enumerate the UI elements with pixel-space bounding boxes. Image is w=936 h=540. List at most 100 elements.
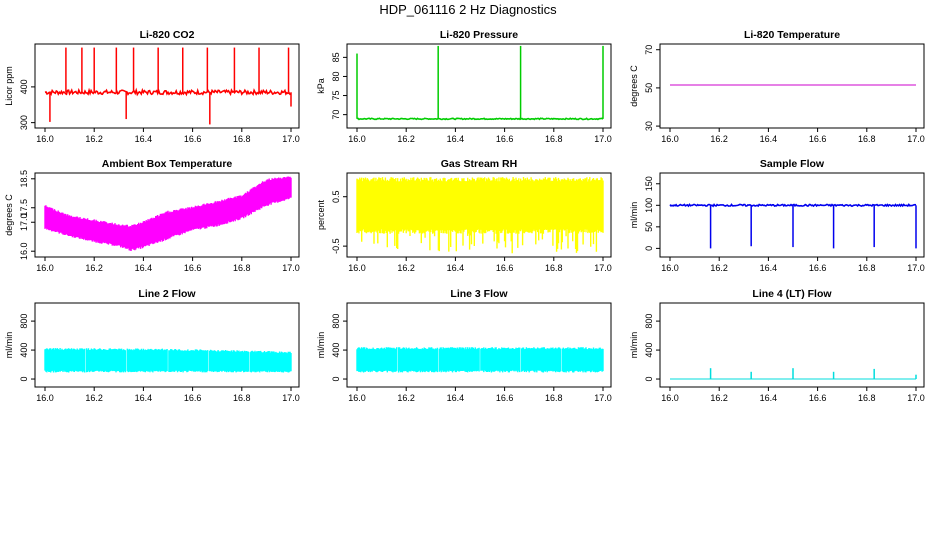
x-tick-label: 16.4 (447, 393, 465, 403)
y-tick-label: 0 (644, 246, 654, 251)
plot-frame (659, 43, 925, 129)
x-tick-label: 16.4 (135, 393, 153, 403)
y-axis-label: degrees C (4, 194, 14, 236)
plot-frame (346, 172, 612, 258)
x-tick-label: 16.0 (348, 134, 366, 144)
x-tick-label: 16.8 (545, 134, 563, 144)
x-tick-label: 17.0 (282, 263, 300, 273)
x-tick-label: 16.8 (545, 263, 563, 273)
y-tick-label: 85 (331, 52, 341, 62)
panel-title: Li-820 Pressure (440, 29, 518, 41)
x-tick-label: 16.4 (447, 134, 465, 144)
y-axis-label: ml/min (4, 332, 14, 359)
x-tick-label: 16.2 (397, 393, 415, 403)
panel-title: Line 4 (LT) Flow (752, 288, 832, 300)
x-tick-label: 17.0 (282, 393, 300, 403)
panel-title: Li-820 CO2 (140, 29, 195, 41)
y-tick-label: 150 (644, 176, 654, 191)
x-tick-label: 16.2 (710, 134, 728, 144)
y-tick-label: 300 (19, 115, 29, 130)
y-tick-label: 16.0 (19, 242, 29, 260)
x-tick-label: 16.2 (710, 263, 728, 273)
x-tick-label: 16.6 (184, 393, 202, 403)
x-tick-label: 16.6 (184, 134, 202, 144)
y-tick-label: -0.5 (331, 238, 341, 254)
x-tick-label: 16.4 (760, 134, 778, 144)
y-axis-label: Licor ppm (4, 66, 14, 106)
series-group (669, 203, 917, 249)
y-axis-label: ml/min (316, 332, 326, 359)
x-tick-label: 17.0 (594, 393, 612, 403)
plot-frame (346, 43, 612, 129)
y-tick-label: 30 (644, 121, 654, 131)
plot-frame (659, 302, 925, 388)
panel-7: Line 2 Flow 16.0 16.2 16.4 16.6 16.8 17.0 0 400 8… (4, 288, 300, 403)
x-tick-label: 16.8 (233, 134, 251, 144)
x-tick-label: 16.2 (397, 134, 415, 144)
y-tick-label: 75 (331, 91, 341, 101)
y-tick-label: 800 (19, 314, 29, 329)
panel-9: Line 4 (LT) Flow 16.0 16.2 16.4 16.6 16.8 17.0… (629, 288, 925, 403)
y-tick-label: 50 (644, 83, 654, 93)
series-band (44, 176, 292, 251)
panel-2: Li-820 Pressure 16.0 16.2 16.4 16.6 16.8 17.0 7… (316, 29, 612, 144)
figure-title: HDP_061116 2 Hz Diagnostics (379, 2, 557, 17)
x-tick-label: 16.2 (85, 393, 103, 403)
x-tick-label: 16.8 (233, 393, 251, 403)
y-tick-label: 70 (644, 45, 654, 55)
x-tick-label: 16.6 (496, 134, 514, 144)
y-tick-label: 50 (644, 222, 654, 232)
x-tick-label: 16.0 (36, 393, 54, 403)
x-tick-label: 16.4 (447, 263, 465, 273)
series-group (356, 45, 604, 121)
plot-frame (659, 172, 925, 258)
y-tick-label: 0 (644, 377, 654, 382)
series-group (44, 176, 292, 251)
x-tick-label: 16.0 (661, 263, 679, 273)
y-tick-label: 400 (19, 343, 29, 358)
x-tick-label: 17.0 (907, 393, 925, 403)
y-tick-label: 0.5 (331, 190, 341, 203)
x-tick-label: 16.4 (760, 393, 778, 403)
y-axis-label: kPa (316, 78, 326, 94)
x-tick-label: 16.8 (545, 393, 563, 403)
panel-title: Ambient Box Temperature (102, 158, 233, 170)
y-tick-label: 70 (331, 110, 341, 120)
panel-5: Gas Stream RH 16.0 16.2 16.4 16.6 16.8 17.0 -0.… (316, 158, 612, 273)
x-tick-label: 16.0 (348, 393, 366, 403)
y-axis-label: percent (316, 199, 326, 230)
x-tick-label: 16.6 (809, 393, 827, 403)
x-tick-label: 16.8 (233, 263, 251, 273)
y-tick-label: 18.5 (19, 170, 29, 188)
x-tick-label: 16.2 (85, 134, 103, 144)
y-tick-label: 400 (331, 343, 341, 358)
y-tick-label: 0 (19, 377, 29, 382)
x-tick-label: 16.4 (135, 263, 153, 273)
x-tick-label: 16.0 (36, 263, 54, 273)
plot-frame (346, 302, 612, 388)
series-line (356, 117, 604, 121)
x-tick-label: 16.6 (809, 134, 827, 144)
panel-title: Gas Stream RH (441, 158, 517, 170)
panel-title: Line 3 Flow (450, 288, 508, 300)
plot-frame (34, 302, 300, 388)
x-tick-label: 16.4 (760, 263, 778, 273)
series-group (670, 368, 917, 380)
series-group (44, 348, 292, 373)
series-group (356, 347, 604, 373)
x-tick-label: 16.2 (85, 263, 103, 273)
x-tick-label: 17.0 (907, 134, 925, 144)
x-tick-label: 16.0 (36, 134, 54, 144)
x-tick-label: 16.2 (397, 263, 415, 273)
x-tick-label: 17.0 (907, 263, 925, 273)
y-tick-label: 0 (331, 377, 341, 382)
plot-frame (34, 43, 300, 129)
series-group (356, 177, 604, 254)
series-group (44, 47, 292, 125)
y-tick-label: 100 (644, 198, 654, 213)
x-tick-label: 17.0 (594, 263, 612, 273)
x-tick-label: 16.8 (858, 134, 876, 144)
x-tick-label: 16.6 (184, 263, 202, 273)
